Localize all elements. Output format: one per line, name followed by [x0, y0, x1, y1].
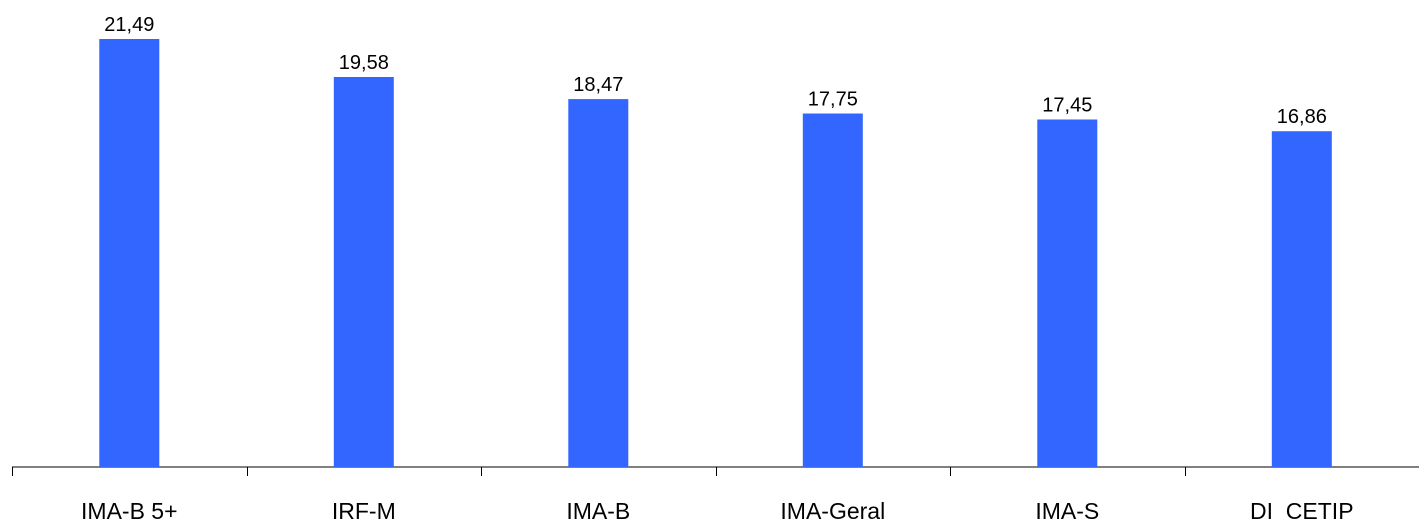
bar [333, 77, 394, 467]
bars [99, 39, 1332, 467]
data-label: 18,47 [573, 74, 623, 96]
bar [568, 99, 629, 467]
bar [99, 39, 160, 467]
data-label: 19,58 [339, 52, 389, 74]
data-label: 17,45 [1042, 95, 1092, 117]
data-labels: 21,49 19,58 18,47 17,75 17,45 16,86 [104, 14, 1327, 128]
category-label: IRF-M [332, 498, 396, 524]
category-labels: IMA-B 5+ IRF-M IMA-B IMA-Geral IMA-S DI CETIP [81, 498, 1354, 524]
bar [802, 113, 863, 467]
category-label: IMA-S [1035, 498, 1099, 524]
category-label: IMA-B [566, 498, 630, 524]
category-label: IMA-Geral [780, 498, 885, 524]
data-label: 17,75 [808, 89, 858, 111]
data-label: 16,86 [1277, 106, 1327, 128]
category-label: DI CETIP [1250, 498, 1354, 524]
data-label: 21,49 [104, 14, 154, 36]
bar [1037, 119, 1098, 467]
x-axis-ticks [12, 467, 1186, 476]
category-label: IMA-B 5+ [81, 498, 178, 524]
bar [1271, 131, 1332, 467]
